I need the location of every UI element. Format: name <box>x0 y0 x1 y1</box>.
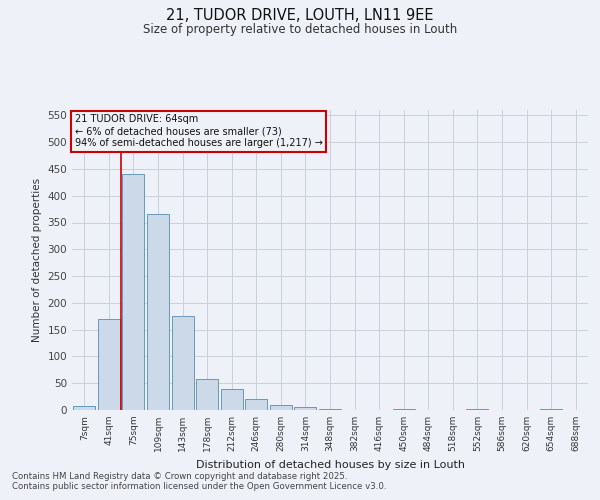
Text: Contains HM Land Registry data © Crown copyright and database right 2025.: Contains HM Land Registry data © Crown c… <box>12 472 347 481</box>
Bar <box>122 174 145 410</box>
Bar <box>221 388 243 410</box>
Text: Contains public sector information licensed under the Open Government Licence v3: Contains public sector information licen… <box>12 482 386 491</box>
Bar <box>270 404 292 410</box>
Bar <box>147 214 169 410</box>
Bar <box>172 316 194 410</box>
Text: Size of property relative to detached houses in Louth: Size of property relative to detached ho… <box>143 22 457 36</box>
X-axis label: Distribution of detached houses by size in Louth: Distribution of detached houses by size … <box>196 460 464 469</box>
Bar <box>245 400 268 410</box>
Y-axis label: Number of detached properties: Number of detached properties <box>32 178 42 342</box>
Bar <box>98 319 120 410</box>
Text: 21, TUDOR DRIVE, LOUTH, LN11 9EE: 21, TUDOR DRIVE, LOUTH, LN11 9EE <box>166 8 434 22</box>
Bar <box>196 380 218 410</box>
Bar <box>73 406 95 410</box>
Text: 21 TUDOR DRIVE: 64sqm
← 6% of detached houses are smaller (73)
94% of semi-detac: 21 TUDOR DRIVE: 64sqm ← 6% of detached h… <box>74 114 322 148</box>
Bar <box>319 409 341 410</box>
Bar <box>295 408 316 410</box>
